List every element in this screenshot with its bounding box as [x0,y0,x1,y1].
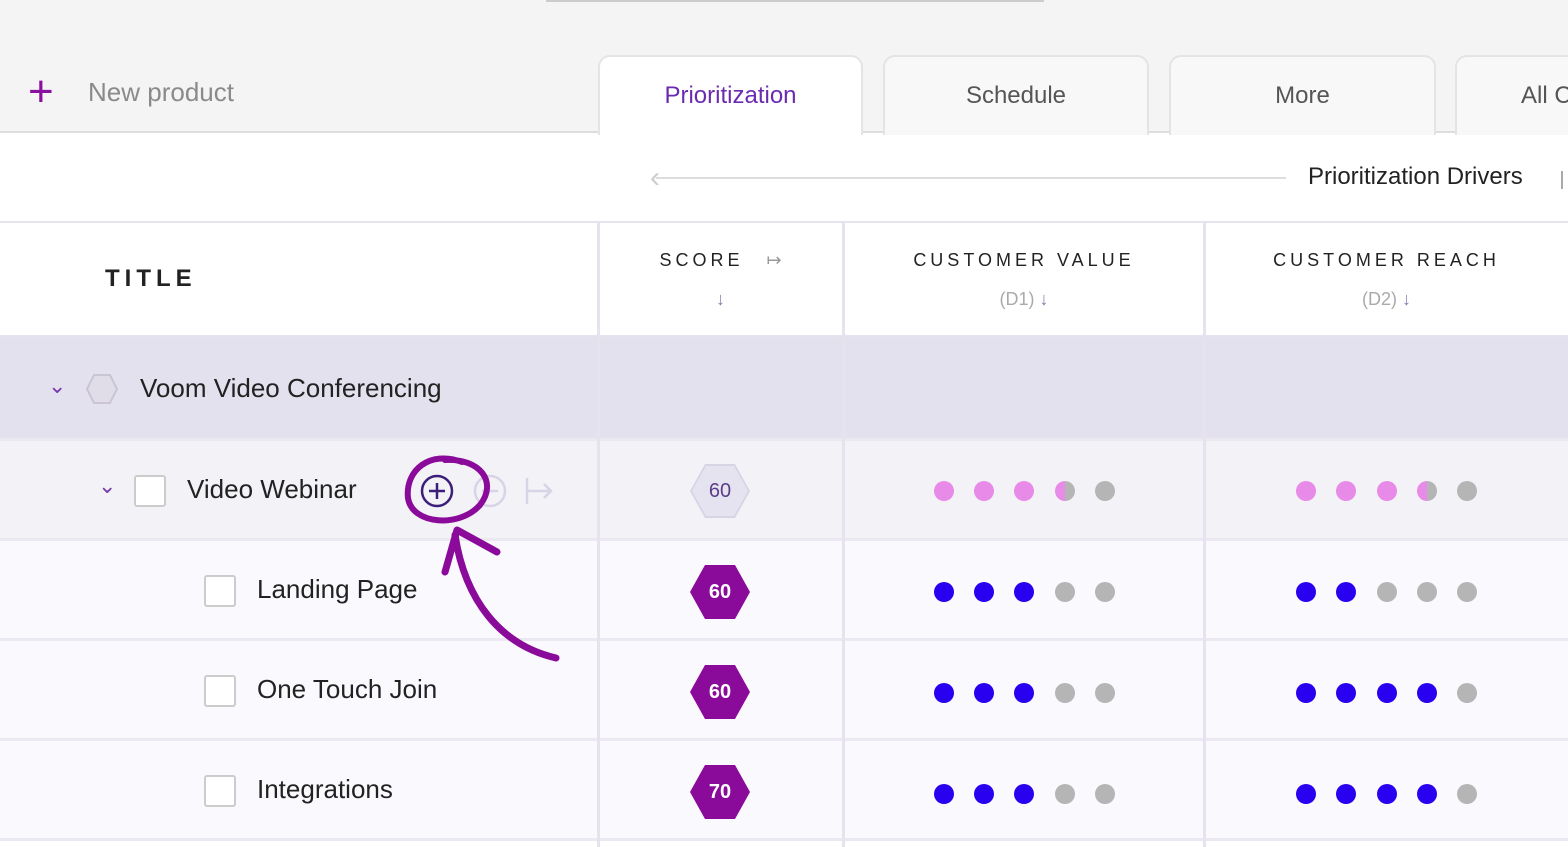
rating-dot[interactable] [1376,784,1397,804]
tab-all[interactable]: All C [1455,55,1568,135]
row-checkbox[interactable] [204,575,236,607]
rating-dot[interactable] [1094,784,1115,804]
plus-icon: + [28,67,54,116]
score-label: SCORE [659,250,744,270]
rating-dot[interactable] [934,481,954,501]
driver-code: (D2) [1361,289,1397,309]
customer-reach-label: CUSTOMER REACH [1273,250,1500,270]
column-header-customer-value[interactable]: CUSTOMER VALUE (D1) ↓ [843,223,1205,337]
rating-dot[interactable] [1094,582,1115,602]
rating-dot[interactable] [1416,582,1437,602]
row-title[interactable]: Integrations [257,774,393,804]
rating-dot[interactable] [1296,481,1316,501]
table-row[interactable]: ⌄ Video Webinar 60 [0,441,1568,541]
row-title[interactable]: Video Webinar [187,474,357,504]
chevron-down-icon[interactable]: ⌄ [48,373,67,398]
rating-dot[interactable] [1457,784,1478,804]
table-row[interactable]: One Touch Join 60 [0,641,1568,741]
rating-dot[interactable] [1296,683,1316,703]
add-child-icon[interactable] [420,474,454,508]
table-row[interactable]: Integrations 70 [0,741,1568,841]
row-checkbox[interactable] [134,475,166,507]
rating-dot[interactable] [934,582,954,602]
rating-dot[interactable] [1054,582,1075,602]
indent-icon[interactable] [525,478,553,504]
rating-dot[interactable] [1376,481,1397,501]
rating-dot[interactable] [1094,683,1115,703]
rating-dot[interactable] [1416,683,1437,703]
score-badge: 60 [690,464,750,518]
rating-dot[interactable] [974,683,995,703]
rating-dot[interactable] [934,683,954,703]
customer-value-label: CUSTOMER VALUE [913,250,1135,270]
sort-down-icon[interactable]: ↓ [1402,289,1411,309]
group-row[interactable]: ⌄ Voom Video Conferencing [0,337,1568,441]
rating-dot[interactable] [1376,582,1397,602]
hexagon-icon [86,374,118,404]
rating-dot[interactable] [1376,683,1397,703]
rating-dot[interactable] [1054,784,1075,804]
rating-dot[interactable] [1457,582,1478,602]
column-header-title[interactable]: TITLE [105,265,197,292]
rating-dot[interactable] [1416,784,1437,804]
row-title[interactable]: Landing Page [257,574,418,604]
column-divider [842,223,845,847]
rating-dot[interactable] [1014,784,1035,804]
rating-dot[interactable] [1336,582,1357,602]
score-badge: 70 [690,765,750,819]
remove-icon[interactable] [473,474,507,508]
rating-dot[interactable] [1014,582,1035,602]
rating-dot[interactable] [1336,784,1357,804]
divider [656,177,1286,179]
score-badge: 60 [690,565,750,619]
row-checkbox[interactable] [204,775,236,807]
rating-dot[interactable] [1457,481,1478,501]
expand-icon[interactable]: ↦ [766,250,782,270]
score-badge: 60 [690,665,750,719]
sort-down-icon[interactable]: ↓ [1039,289,1049,309]
new-product-button[interactable]: + New product [28,67,234,116]
row-actions [420,474,553,508]
rating-dot[interactable] [1014,481,1035,501]
tab-prioritization[interactable]: Prioritization [598,55,863,135]
rating-dot[interactable] [974,582,995,602]
chevron-down-icon[interactable]: ⌄ [98,473,117,498]
drivers-label: Prioritization Drivers [1308,163,1523,190]
arrow-left-icon[interactable]: ‹ [650,161,660,194]
tab-schedule[interactable]: Schedule [883,55,1149,135]
table-row[interactable]: Landing Page 60 [0,541,1568,641]
rating-dot[interactable] [1336,481,1357,501]
rating-dot[interactable] [934,784,954,804]
rating-dot[interactable] [974,481,995,501]
collapse-icon[interactable] [1561,171,1563,189]
group-title: Voom Video Conferencing [140,373,442,403]
rating-dot[interactable] [1457,683,1478,703]
prioritization-drivers-bar: ‹ Prioritization Drivers [0,135,1568,223]
rating-dot[interactable] [1014,683,1035,703]
rating-dot[interactable] [1054,481,1075,501]
rating-dot[interactable] [1054,683,1075,703]
column-divider [1203,223,1206,847]
rating-dot[interactable] [1416,481,1437,501]
rating-dot[interactable] [1336,683,1357,703]
rating-dot[interactable] [1296,582,1316,602]
column-header-score[interactable]: SCORE ↦ ↓ [598,223,843,337]
divider [546,0,1044,2]
rating-dot[interactable] [1296,784,1316,804]
rating-dot[interactable] [974,784,995,804]
new-product-label: New product [88,76,234,107]
sort-down-icon[interactable]: ↓ [716,289,725,309]
column-header-customer-reach[interactable]: CUSTOMER REACH (D2) ↓ [1205,223,1568,337]
tab-more[interactable]: More [1169,55,1436,135]
rating-dot[interactable] [1094,481,1115,501]
column-divider [597,223,600,847]
driver-code: (D1) [999,289,1035,309]
row-title[interactable]: One Touch Join [257,674,438,704]
row-checkbox[interactable] [204,675,236,707]
